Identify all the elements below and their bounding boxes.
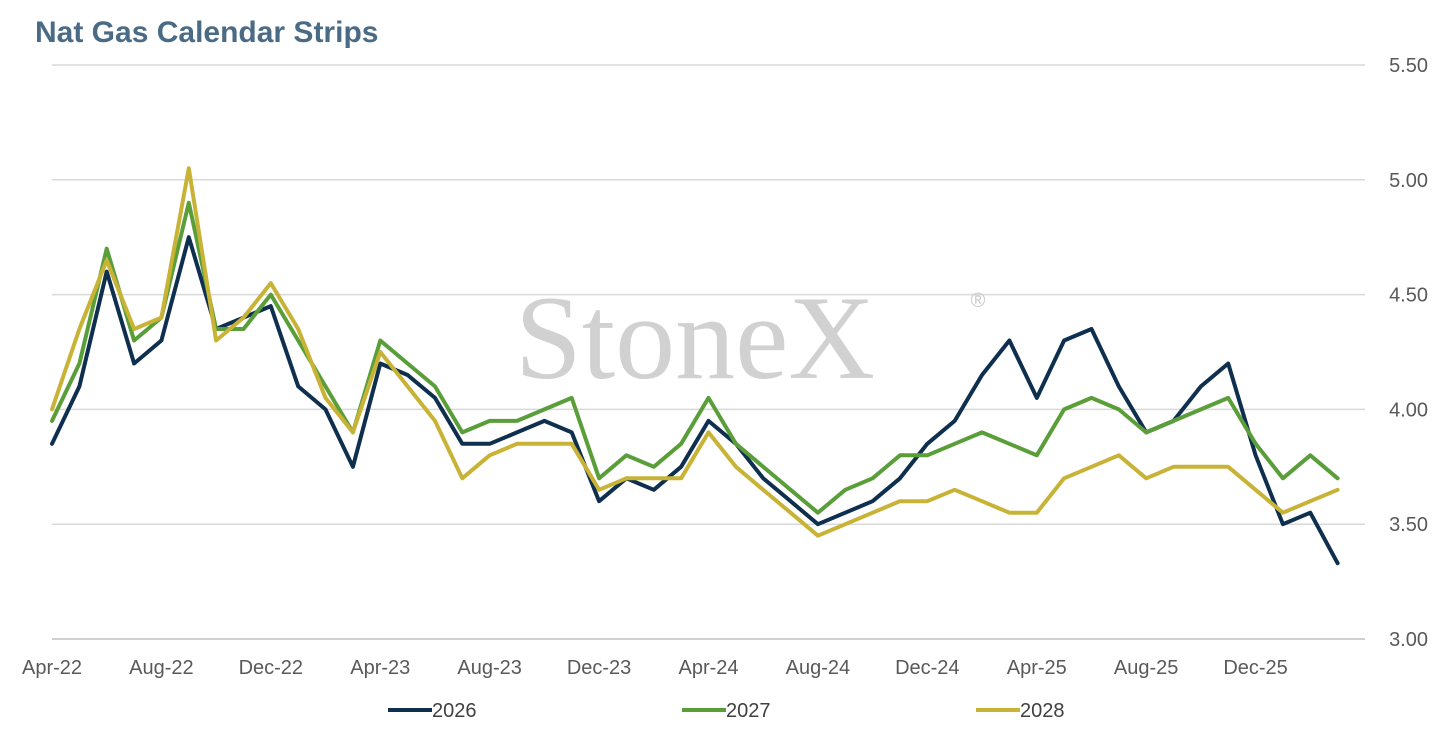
x-tick-label: Aug-24	[786, 657, 851, 679]
x-tick-label: Apr-23	[350, 657, 410, 679]
y-tick-label: 4.50	[1389, 285, 1428, 307]
series-line-2027	[50, 200, 1340, 515]
y-axis-ticks: 3.00 3.50 4.00 4.50 5.00 5.50	[1389, 55, 1428, 651]
watermark: StoneX ®	[515, 271, 986, 404]
series-lines	[50, 166, 1340, 566]
x-tick-label: Dec-23	[567, 657, 631, 679]
x-tick-label: Aug-23	[457, 657, 522, 679]
x-tick-label: Apr-22	[22, 657, 82, 679]
legend-label-2028: 2028	[1020, 700, 1065, 722]
x-axis-ticks: Apr-22 Aug-22 Dec-22 Apr-23 Aug-23 Dec-23 Apr-…	[22, 657, 1288, 679]
x-tick-label: Apr-25	[1007, 657, 1067, 679]
x-tick-label: Apr-24	[678, 657, 738, 679]
legend-label-2026: 2026	[432, 700, 477, 722]
y-tick-label: 5.50	[1389, 55, 1428, 77]
watermark-registered-mark: ®	[971, 290, 986, 312]
x-tick-label: Aug-25	[1114, 657, 1179, 679]
legend: 2026 2027 2028	[388, 700, 1065, 722]
y-tick-label: 3.50	[1389, 514, 1428, 536]
x-tick-label: Aug-22	[129, 657, 194, 679]
legend-label-2027: 2027	[726, 700, 771, 722]
y-tick-label: 5.00	[1389, 170, 1428, 192]
y-tick-label: 3.00	[1389, 629, 1428, 651]
watermark-logo: StoneX	[515, 271, 875, 404]
x-tick-label: Dec-22	[239, 657, 303, 679]
series-line-2028	[50, 166, 1340, 538]
x-tick-label: Dec-25	[1223, 657, 1287, 679]
y-tick-label: 4.00	[1389, 399, 1428, 421]
series-line-2026	[50, 235, 1340, 566]
chart-title: Nat Gas Calendar Strips	[35, 16, 379, 49]
x-tick-label: Dec-24	[895, 657, 959, 679]
